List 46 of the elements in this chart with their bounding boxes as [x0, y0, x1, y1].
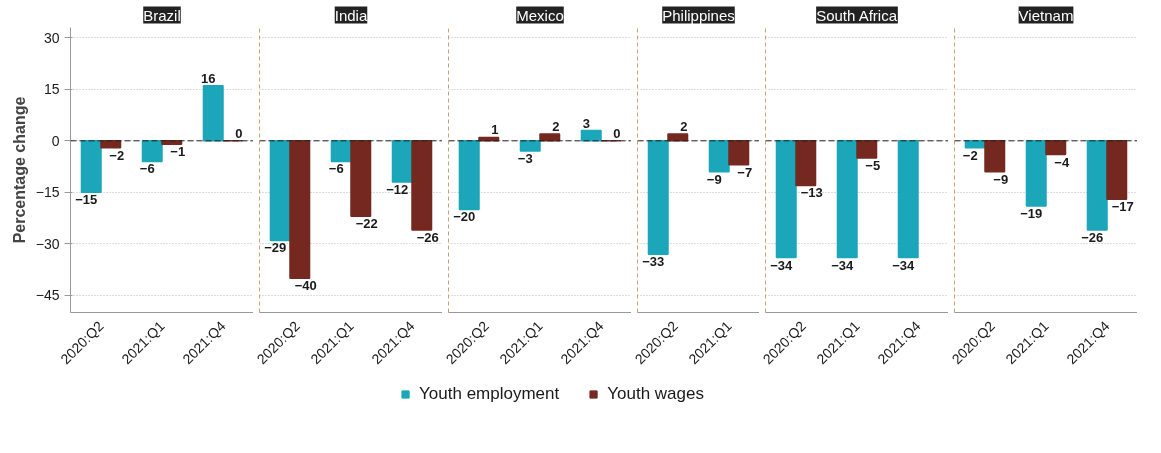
data-label: −6 [328, 161, 344, 177]
data-label: −34 [831, 257, 855, 273]
y-tick-label: −30 [35, 235, 60, 252]
data-label: −19 [1020, 206, 1043, 222]
data-label: 0 [613, 125, 621, 141]
data-label: −17 [1111, 199, 1134, 215]
data-label: −33 [642, 254, 665, 270]
data-label: −26 [1081, 230, 1104, 246]
data-label: −20 [453, 209, 476, 225]
data-label: −13 [800, 185, 823, 201]
data-label: −4 [1054, 154, 1070, 170]
data-label: −9 [993, 171, 1009, 187]
data-label: 0 [235, 125, 243, 141]
data-label: −5 [865, 157, 881, 173]
data-label: −40 [294, 278, 317, 294]
data-label: 1 [491, 122, 499, 138]
legend-label: Youth wages [607, 384, 704, 404]
y-tick-label: 0 [51, 132, 60, 149]
data-label: −15 [75, 192, 98, 208]
data-label: −29 [264, 240, 287, 256]
chart-title: South Africa [816, 6, 898, 24]
data-label: −3 [517, 151, 533, 167]
y-tick-label: −15 [35, 184, 60, 201]
chart-title: Brazil [143, 6, 181, 24]
data-label: −2 [962, 147, 978, 163]
legend-label: Youth employment [419, 384, 560, 404]
data-label: 3 [582, 115, 590, 131]
data-label: 2 [552, 118, 560, 134]
data-label: −34 [892, 257, 916, 273]
data-label: −34 [770, 257, 794, 273]
data-label: 16 [201, 70, 216, 86]
data-label: 2 [680, 118, 688, 134]
y-tick-label: 30 [43, 29, 60, 46]
data-label: −22 [355, 216, 378, 232]
data-label: −7 [737, 164, 753, 180]
y-tick-label: 15 [43, 81, 60, 98]
y-tick-label: −45 [35, 287, 60, 304]
chart-title: Mexico [516, 6, 564, 24]
data-label: −12 [386, 182, 409, 198]
data-label: −26 [416, 230, 439, 246]
chart-title: Philippines [662, 6, 735, 24]
y-axis-title: Percentage change [10, 96, 28, 244]
data-label: −9 [706, 171, 722, 187]
data-label: −1 [170, 144, 186, 160]
data-label: −6 [139, 161, 155, 177]
data-label: −2 [109, 147, 125, 163]
